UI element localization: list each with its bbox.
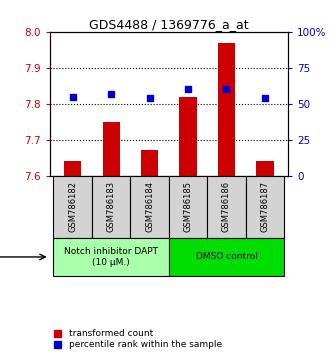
Bar: [64, 161, 81, 176]
Legend: transformed count, percentile rank within the sample: transformed count, percentile rank withi…: [54, 329, 222, 349]
Bar: [92, 176, 130, 238]
Text: GSM786182: GSM786182: [68, 181, 77, 232]
Text: Notch inhibitor DAPT
(10 μM.): Notch inhibitor DAPT (10 μM.): [64, 247, 158, 267]
Text: GSM786183: GSM786183: [107, 181, 116, 232]
Bar: [130, 176, 169, 238]
Text: DMSO control: DMSO control: [196, 252, 257, 262]
Bar: [207, 176, 246, 238]
Bar: [218, 42, 235, 176]
Bar: [141, 150, 158, 176]
Text: GSM786184: GSM786184: [145, 181, 154, 232]
Bar: [256, 161, 273, 176]
Text: GSM786187: GSM786187: [260, 181, 269, 232]
Bar: [169, 238, 284, 276]
Bar: [246, 176, 284, 238]
Bar: [103, 122, 120, 176]
Bar: [179, 97, 197, 176]
Text: GSM786185: GSM786185: [183, 181, 193, 232]
Text: GSM786186: GSM786186: [222, 181, 231, 232]
Bar: [54, 238, 169, 276]
Bar: [169, 176, 207, 238]
Title: GDS4488 / 1369776_a_at: GDS4488 / 1369776_a_at: [89, 18, 249, 31]
Bar: [54, 176, 92, 238]
